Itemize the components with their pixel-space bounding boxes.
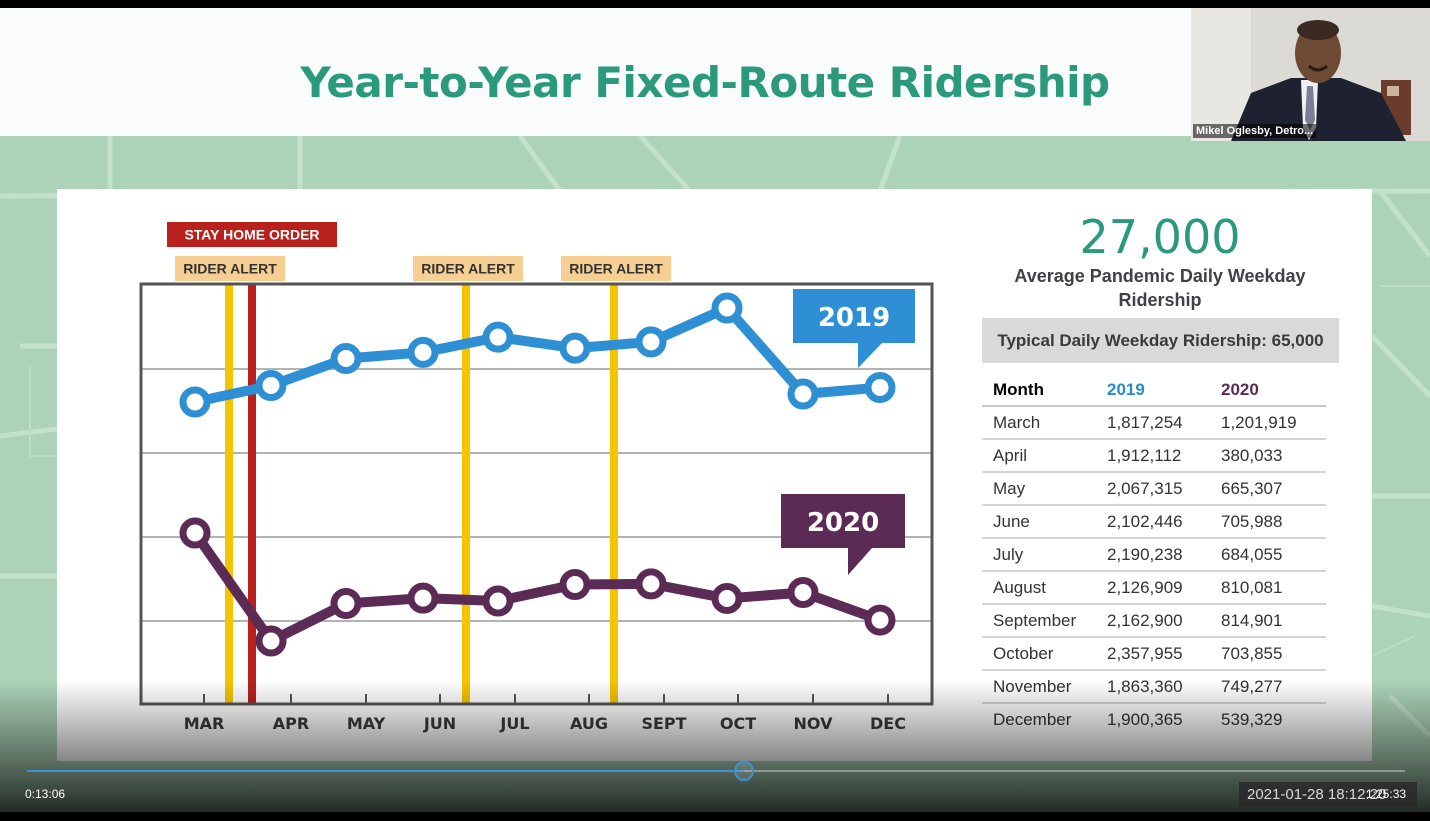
rider-alert-1-label: RIDER ALERT bbox=[183, 261, 277, 277]
header-2019: 2019 bbox=[1096, 374, 1210, 407]
data-point-2020 bbox=[864, 604, 896, 636]
letterbox-bottom bbox=[0, 812, 1430, 821]
total-time: 1:25:33 bbox=[1366, 787, 1407, 801]
seek-handle[interactable] bbox=[733, 761, 754, 781]
cell-month: March bbox=[982, 406, 1096, 440]
data-point-2020 bbox=[255, 625, 287, 657]
header-2020: 2020 bbox=[1210, 374, 1326, 407]
cell-2020: 703,855 bbox=[1210, 637, 1326, 671]
series-line-2019 bbox=[193, 303, 881, 407]
typical-ridership-box: Typical Daily Weekday Ridership: 65,000 bbox=[982, 318, 1339, 363]
series-line-2020 bbox=[190, 530, 882, 646]
legend-label-2020: 2020 bbox=[807, 508, 879, 538]
cell-2020: 665,307 bbox=[1210, 472, 1326, 506]
rider-alert-2-box bbox=[413, 256, 523, 281]
stay-home-order-label: STAY HOME ORDER bbox=[184, 227, 319, 243]
cell-month: July bbox=[982, 538, 1096, 572]
average-ridership-label: Average Pandemic Daily Weekday Ridership bbox=[1014, 266, 1306, 310]
seek-bar[interactable] bbox=[27, 770, 1405, 772]
rider-alert-1-box bbox=[175, 256, 285, 281]
data-point-2020 bbox=[179, 517, 211, 549]
cell-2019: 1,912,112 bbox=[1096, 439, 1210, 473]
speaker-video-image bbox=[1191, 8, 1430, 141]
data-point-2020 bbox=[635, 568, 667, 600]
cell-2020: 380,033 bbox=[1210, 439, 1326, 473]
legend-label-2019: 2019 bbox=[818, 303, 890, 333]
callout-box-2020 bbox=[781, 494, 905, 548]
table-row: August 2,126,909 810,081 bbox=[982, 571, 1326, 605]
cell-2020: 705,988 bbox=[1210, 505, 1326, 539]
data-point-2019 bbox=[559, 332, 591, 364]
cell-month: April bbox=[982, 439, 1096, 473]
cell-2019: 2,190,238 bbox=[1096, 538, 1210, 572]
cell-2019: 1,817,254 bbox=[1096, 406, 1210, 440]
data-point-2020 bbox=[482, 585, 514, 617]
table-row: June 2,102,446 705,988 bbox=[982, 505, 1326, 539]
table-row: October 2,357,955 703,855 bbox=[982, 637, 1326, 671]
table-row: July 2,190,238 684,055 bbox=[982, 538, 1326, 572]
table-header-row: Month 2019 2020 bbox=[982, 374, 1326, 407]
data-point-2019 bbox=[482, 321, 514, 353]
cell-month: May bbox=[982, 472, 1096, 506]
data-point-2019 bbox=[179, 386, 211, 418]
data-point-2020 bbox=[711, 582, 743, 614]
ridership-line-chart: MARAPRMAYJUNJULAUGSEPTOCTNOVDEC20192020S… bbox=[139, 222, 934, 733]
letterbox-top bbox=[0, 0, 1430, 8]
header-month: Month bbox=[982, 374, 1096, 407]
cell-month: August bbox=[982, 571, 1096, 605]
cell-2020: 814,901 bbox=[1210, 604, 1326, 638]
cell-2020: 1,201,919 bbox=[1210, 406, 1326, 440]
data-point-2019 bbox=[864, 372, 896, 404]
table-row: March 1,817,254 1,201,919 bbox=[982, 406, 1326, 440]
cell-2020: 684,055 bbox=[1210, 538, 1326, 572]
rider-alert-2-label: RIDER ALERT bbox=[421, 261, 515, 277]
speaker-webcam: Mikel Oglesby, Detro... bbox=[1191, 8, 1430, 141]
data-point-2019 bbox=[255, 370, 287, 402]
seek-bar-played bbox=[27, 770, 744, 772]
data-point-2020 bbox=[787, 576, 819, 608]
speaker-name-label: Mikel Oglesby, Detro... bbox=[1193, 124, 1317, 138]
slide-title: Year-to-Year Fixed-Route Ridership bbox=[300, 58, 1110, 107]
cell-2019: 2,357,955 bbox=[1096, 637, 1210, 671]
cell-2020: 810,081 bbox=[1210, 571, 1326, 605]
cell-2019: 2,067,315 bbox=[1096, 472, 1210, 506]
data-point-2019 bbox=[330, 343, 362, 375]
data-point-2019 bbox=[787, 378, 819, 410]
current-time: 0:13:06 bbox=[25, 787, 66, 801]
player-controls-shade bbox=[0, 680, 1430, 821]
data-point-2020 bbox=[407, 582, 439, 614]
rider-alert-3-label: RIDER ALERT bbox=[569, 261, 663, 277]
callout-box-2019 bbox=[793, 289, 915, 343]
stay-home-order-box bbox=[167, 222, 337, 247]
cell-month: September bbox=[982, 604, 1096, 638]
data-point-2020 bbox=[330, 588, 362, 620]
cell-month: June bbox=[982, 505, 1096, 539]
rider-alert-3-box bbox=[561, 256, 671, 281]
table-row: May 2,067,315 665,307 bbox=[982, 472, 1326, 506]
cell-2019: 2,126,909 bbox=[1096, 571, 1210, 605]
cell-month: October bbox=[982, 637, 1096, 671]
data-point-2019 bbox=[635, 326, 667, 358]
data-point-2019 bbox=[407, 336, 439, 368]
data-point-2019 bbox=[711, 292, 743, 324]
table-row: September 2,162,900 814,901 bbox=[982, 604, 1326, 638]
callout-tail-2020 bbox=[848, 548, 872, 575]
cell-2019: 2,102,446 bbox=[1096, 505, 1210, 539]
cell-2019: 2,162,900 bbox=[1096, 604, 1210, 638]
data-point-2020 bbox=[559, 568, 591, 600]
table-row: April 1,912,112 380,033 bbox=[982, 439, 1326, 473]
callout-tail-2019 bbox=[858, 343, 882, 368]
average-ridership-number: 27,000 bbox=[1079, 210, 1241, 264]
recording-timestamp-overlay: 2021-01-28 18:12:20 bbox=[1239, 782, 1417, 807]
